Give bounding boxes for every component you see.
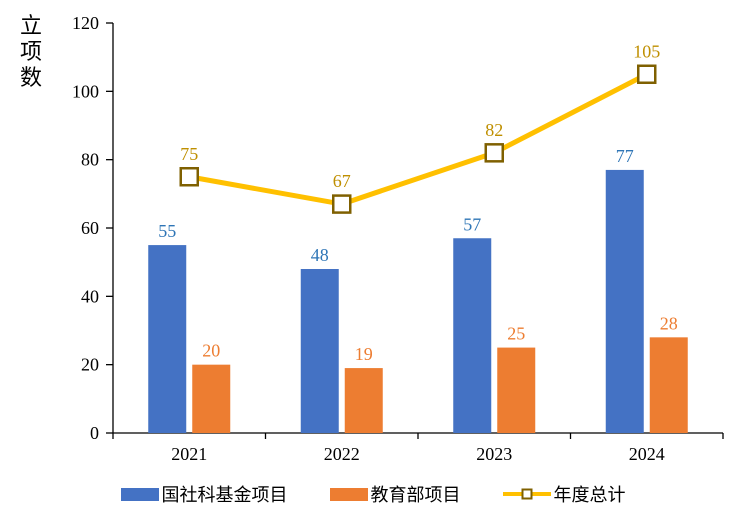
line-value-label: 75 [180,144,198,164]
line-marker-icon [637,64,657,84]
y-tick-label: 40 [81,286,99,306]
legend-line-marker-icon [521,488,532,500]
legend-label-nssf: 国社科基金项目 [161,485,288,505]
bar-教育部项目-2024 [649,337,688,433]
y-tick-label: 100 [72,81,99,101]
bar-国社科基金项目-2024 [605,169,644,433]
legend-item-nssf: 国社科基金项目 [120,481,288,507]
bar-value-label: 28 [660,313,678,333]
legend-item-total: 年度总计 [502,481,626,507]
x-tick-label: 2023 [476,444,512,464]
total-line [186,71,650,207]
bar-value-label: 20 [202,341,220,361]
bar-value-label: 57 [463,214,481,234]
line-value-label: 105 [633,41,660,61]
y-axis-title: 立项数 [20,13,42,90]
line-marker-icon [484,143,504,163]
chart-plot-area: 0 20 40 60 80 100 120 2021 2022 2023 2024 立项数 55 48 57… [20,13,724,464]
chart-legend: 国社科基金项目 教育部项目 年度总计 [0,481,746,507]
legend-label-total: 年度总计 [553,485,626,505]
x-tick-label: 2024 [629,444,665,464]
y-tick-label: 120 [72,13,99,33]
bar-教育部项目-2021 [192,364,231,433]
legend-swatch-orange [329,487,368,501]
bar-value-label: 25 [507,324,525,344]
bar-国社科基金项目-2022 [300,269,339,433]
x-tick-label: 2021 [171,444,207,464]
line-value-label: 82 [485,120,503,140]
legend-label-moe: 教育部项目 [370,485,461,505]
bar-国社科基金项目-2023 [453,238,492,433]
bar-value-label: 19 [355,344,373,364]
bar-value-label: 77 [616,146,634,166]
bar-value-label: 48 [311,245,329,265]
bar-value-label: 55 [158,221,176,241]
x-tick-label: 2022 [324,444,360,464]
legend-swatch-blue [120,487,159,501]
y-tick-label: 20 [81,355,99,375]
line-marker-icon [332,194,352,214]
line-marker-icon [179,167,199,187]
bar-教育部项目-2022 [344,368,383,433]
bar-国社科基金项目-2021 [148,245,187,433]
bar-教育部项目-2023 [497,347,536,433]
y-tick-label: 60 [81,218,99,238]
y-tick-label: 0 [90,423,99,443]
legend-item-moe: 教育部项目 [329,481,461,507]
y-tick-label: 80 [81,150,99,170]
legend-line-sample [502,487,551,502]
line-value-label: 67 [333,171,351,191]
